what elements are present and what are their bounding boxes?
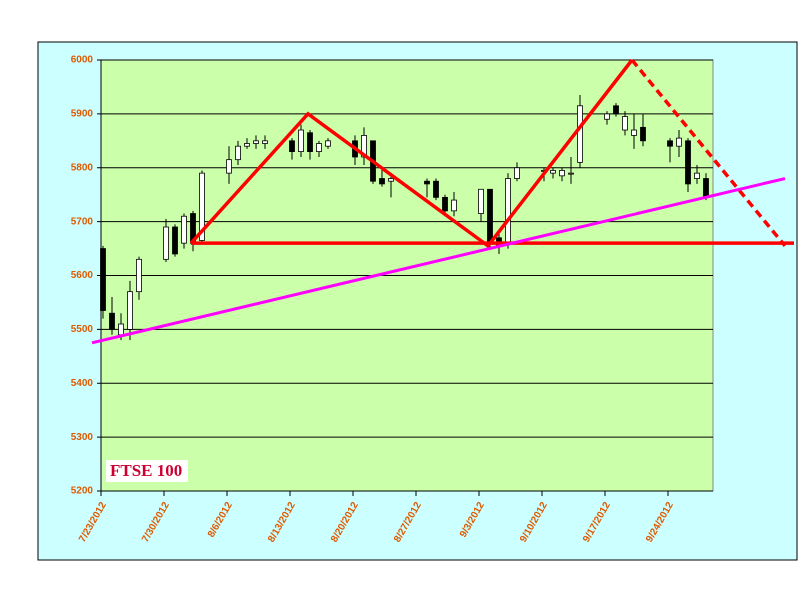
y-tick-label: 5300 <box>71 432 94 443</box>
candle-body <box>172 226 178 255</box>
candle-body <box>262 140 268 144</box>
candle-body <box>118 323 124 336</box>
candle-body <box>298 129 304 152</box>
candle-body <box>478 188 484 214</box>
candle-body <box>244 143 250 147</box>
candle-body <box>226 159 232 174</box>
candle-body <box>235 145 241 161</box>
candle-body <box>676 137 682 147</box>
candle-body <box>694 172 700 179</box>
candle-body <box>316 143 322 152</box>
y-tick-label: 5900 <box>71 109 94 120</box>
candle-body <box>109 312 115 330</box>
candle-body <box>253 140 259 144</box>
candle-body <box>442 196 448 212</box>
candle-body <box>703 178 709 198</box>
title-box <box>106 460 188 482</box>
overlay-line <box>91 177 786 345</box>
candle-body <box>613 105 619 115</box>
candle-body <box>559 170 565 177</box>
candle-body <box>289 140 295 152</box>
candle-body <box>685 140 691 185</box>
y-tick-label: 5500 <box>71 324 94 335</box>
candle-body <box>487 188 493 244</box>
y-tick-label: 5200 <box>71 486 94 497</box>
candle-body <box>307 132 313 152</box>
overlay-line <box>189 58 634 249</box>
candle-body <box>163 226 169 260</box>
candle-body <box>424 180 430 185</box>
candle-body <box>451 199 457 212</box>
candle-body <box>100 248 106 311</box>
candle-body <box>604 113 610 120</box>
y-tick-label: 6000 <box>71 55 94 66</box>
candle-body <box>388 178 394 182</box>
candle-body <box>568 172 574 175</box>
candle-body <box>514 167 520 179</box>
candle-body <box>505 178 511 244</box>
candle-body <box>577 105 583 163</box>
y-tick-label: 5800 <box>71 162 94 173</box>
candle-body <box>622 116 628 131</box>
y-tick-label: 5700 <box>71 216 94 227</box>
candle-body <box>550 170 556 174</box>
candle-body <box>136 258 142 293</box>
candle-body <box>199 172 205 241</box>
candle-body <box>379 178 385 185</box>
candle-body <box>181 215 187 244</box>
overlay-line <box>630 58 787 247</box>
candle-body <box>640 126 646 142</box>
chart-title: FTSE 100 <box>110 461 182 480</box>
y-tick-label: 5600 <box>71 270 94 281</box>
candle-body <box>325 140 331 147</box>
candle-body <box>433 180 439 198</box>
candle-body <box>127 291 133 330</box>
candle-body <box>667 140 673 147</box>
candle-body <box>631 129 637 136</box>
y-tick-label: 5400 <box>71 378 94 389</box>
